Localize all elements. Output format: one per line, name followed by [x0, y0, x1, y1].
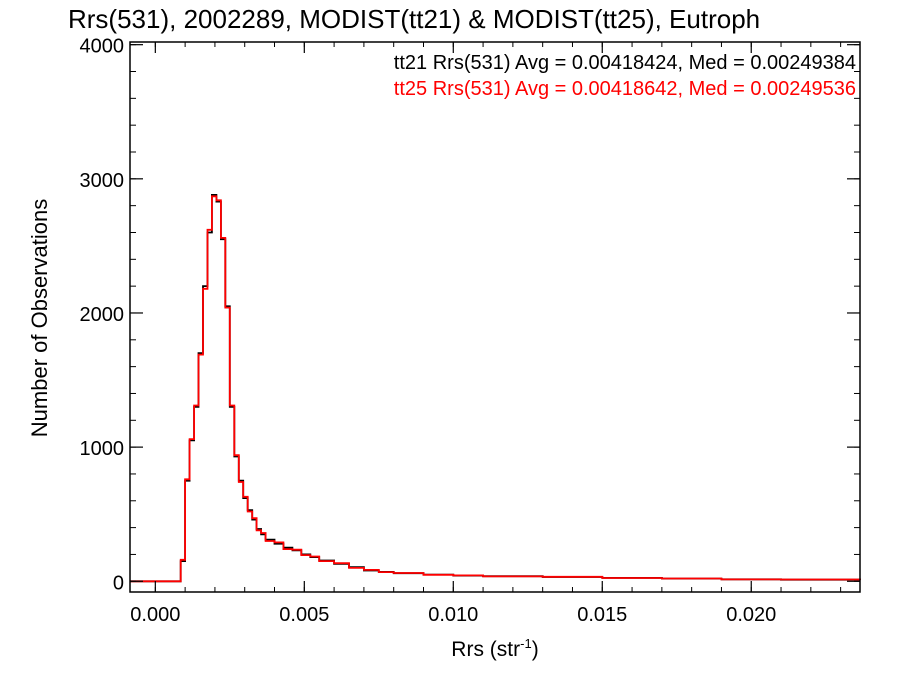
series-line-tt21: [130, 194, 861, 583]
tt25-stats-annotation: tt25 Rrs(531) Avg = 0.00418642, Med = 0.…: [393, 78, 856, 100]
y-axis: 0 1000 2000 3000 4000: [80, 36, 860, 594]
y-tick-label: 1000: [80, 438, 125, 460]
x-tick-label: 0.015: [577, 604, 627, 626]
x-tick-label: 0.020: [726, 604, 776, 626]
plot-frame: [129, 41, 861, 593]
y-tick-label: 2000: [80, 304, 125, 326]
y-axis-label: Number of Observations: [27, 198, 52, 438]
chart-title: Rrs(531), 2002289, MODIST(tt21) & MODIST…: [68, 4, 761, 34]
x-axis-label-superscript: -1: [520, 636, 532, 651]
x-axis-label-end: ): [531, 638, 539, 661]
y-tick-label: 0: [113, 572, 124, 594]
x-axis-label: Rrs (str-1): [451, 636, 538, 662]
x-axis-label-main: Rrs (str: [451, 638, 521, 661]
series-line-tt25: [130, 195, 861, 583]
tt21-stats-annotation: tt21 Rrs(531) Avg = 0.00418424, Med = 0.…: [393, 52, 856, 74]
series-lines: [130, 194, 861, 583]
x-axis: 0.000 0.005 0.010 0.015 0.020: [130, 42, 842, 626]
x-tick-label: 0.000: [130, 604, 180, 626]
x-tick-label: 0.005: [279, 604, 329, 626]
x-tick-label: 0.010: [428, 604, 478, 626]
y-tick-label: 4000: [80, 36, 125, 58]
y-tick-label: 3000: [80, 170, 125, 192]
